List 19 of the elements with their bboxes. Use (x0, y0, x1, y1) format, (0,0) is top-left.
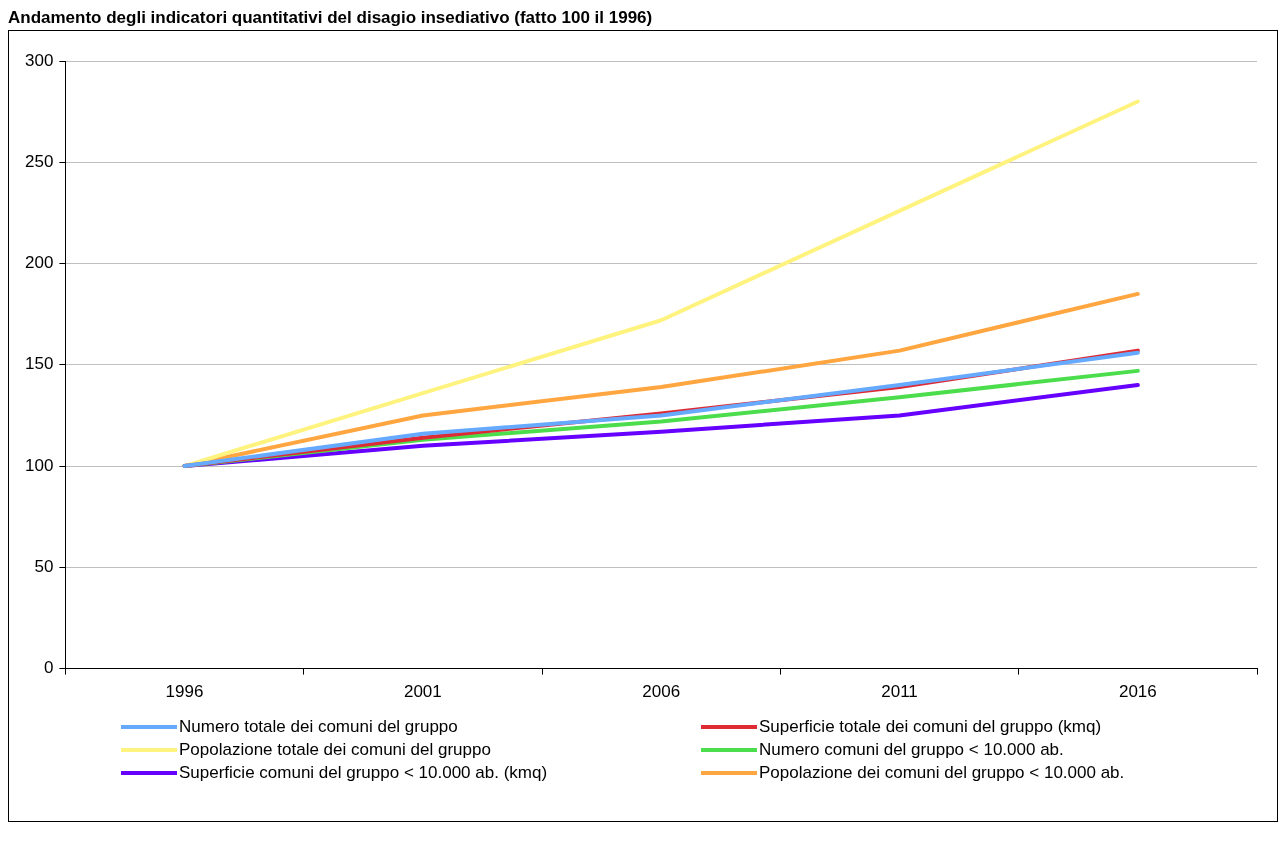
y-tick-label: 250 (24, 151, 54, 171)
x-tick-label: 2016 (1118, 682, 1157, 702)
legend-label: Superficie comuni del gruppo < 10.000 ab. (kmq) (179, 763, 548, 783)
x-tick-label: 2011 (881, 682, 918, 702)
legend-label: Superficie totale dei comuni del gruppo (kmq) (759, 717, 1102, 737)
x-tick-label: 2001 (403, 682, 442, 702)
y-tick-label: 100 (24, 455, 54, 475)
y-tick-label: 0 (43, 658, 54, 678)
y-tick-label: 300 (24, 50, 54, 70)
y-tick-label: 150 (24, 354, 54, 374)
x-tick-label: 2006 (642, 682, 681, 702)
chart-title: Andamento degli indicatori quantitativi del disagio insediativo (fatto 100 il 1996) (8, 8, 654, 28)
legend-label: Numero totale dei comuni del gruppo (179, 717, 458, 737)
y-tick-label: 200 (24, 253, 54, 273)
legend-label: Numero comuni del gruppo < 10.000 ab. (759, 740, 1064, 760)
x-tick-label: 1996 (165, 682, 204, 702)
legend-label: Popolazione totale dei comuni del gruppo (179, 740, 491, 760)
y-tick-label: 50 (34, 557, 54, 577)
legend-label: Popolazione dei comuni del gruppo < 10.000 ab. (759, 763, 1125, 783)
